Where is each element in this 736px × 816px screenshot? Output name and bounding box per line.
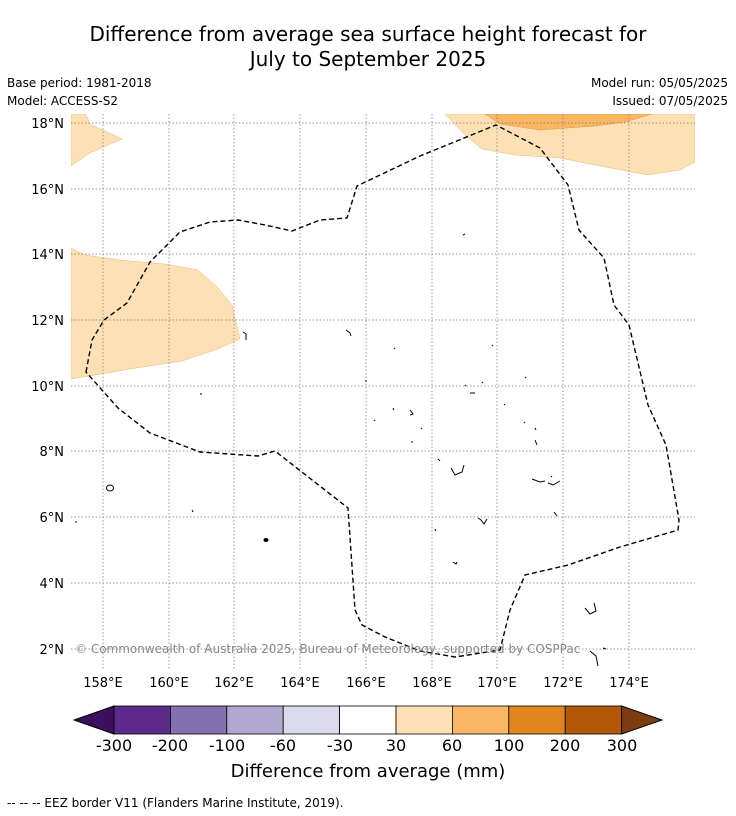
lon-label: 174°E <box>609 676 649 691</box>
map-area <box>71 114 695 670</box>
copyright-notice: © Commonwealth of Australia 2025, Bureau… <box>75 642 580 656</box>
colorbar-boxes <box>72 705 664 735</box>
colorbar-box <box>282 705 341 735</box>
colorbar-box <box>564 705 623 735</box>
anomaly-region-northeast-core <box>484 114 653 131</box>
lon-label: 158°E <box>83 676 123 691</box>
colorbar-box <box>339 705 397 735</box>
map-title: Difference from average sea surface heig… <box>0 22 736 72</box>
anomaly-region-west <box>71 247 241 380</box>
colorbar-tick: 100 <box>494 736 525 755</box>
title-line-2: July to September 2025 <box>249 47 487 71</box>
colorbar-box <box>226 705 284 735</box>
lon-label: 170°E <box>477 676 517 691</box>
anomaly-region-northeast <box>444 114 695 176</box>
base-period: Base period: 1981-2018 <box>7 76 152 90</box>
colorbar-box <box>508 705 566 735</box>
colorbar-title: Difference from average (mm) <box>230 761 506 782</box>
eez-legend-note: -- -- -- EEZ border V11 (Flanders Marine… <box>7 796 344 810</box>
colorbar-tick: -300 <box>96 736 132 755</box>
lon-label: 166°E <box>346 676 386 691</box>
anomaly-region-northwest <box>71 114 123 167</box>
lon-label: 168°E <box>412 676 452 691</box>
colorbar-tick: 200 <box>550 736 581 755</box>
lon-label: 160°E <box>149 676 189 691</box>
lat-label: 6°N <box>40 511 65 526</box>
model-run: Model run: 05/05/2025 <box>590 76 728 90</box>
longitude-labels: 158°E 160°E 162°E 164°E 166°E 168°E 170°… <box>83 676 649 691</box>
lon-label: 172°E <box>543 676 583 691</box>
colorbar-tick: -200 <box>152 736 188 755</box>
colorbar-tick: -30 <box>327 736 353 755</box>
lat-label: 18°N <box>31 117 64 132</box>
colorbar-box <box>395 705 453 735</box>
meta-left: Base period: 1981-2018 Model: ACCESS-S2 <box>7 74 152 110</box>
colorbar-extension-high <box>621 705 664 735</box>
lat-label: 8°N <box>40 445 65 460</box>
lat-label: 14°N <box>31 248 64 263</box>
lon-label: 164°E <box>280 676 320 691</box>
colorbar-box <box>451 705 510 735</box>
colorbar-extension-low <box>72 705 115 735</box>
title-line-1: Difference from average sea surface heig… <box>89 22 647 46</box>
lat-label: 2°N <box>40 643 65 658</box>
graticule <box>71 114 695 670</box>
colorbar-box <box>113 705 171 735</box>
colorbar-tick: -60 <box>270 736 296 755</box>
colorbar-tick: 30 <box>386 736 406 755</box>
meta-right: Model run: 05/05/2025 Issued: 07/05/2025 <box>591 74 728 110</box>
latitude-labels: 18°N 16°N 14°N 12°N 10°N 8°N 6°N 4°N 2°N <box>31 117 64 658</box>
lat-label: 10°N <box>31 380 64 395</box>
lon-label: 162°E <box>214 676 254 691</box>
issued-date: Issued: 07/05/2025 <box>612 94 728 108</box>
colorbar-box <box>169 705 228 735</box>
eez-border <box>85 124 680 658</box>
colorbar-tick: 300 <box>607 736 638 755</box>
lat-label: 16°N <box>31 183 64 198</box>
islands <box>75 233 607 667</box>
lat-label: 4°N <box>40 577 65 592</box>
colorbar-tick: 60 <box>442 736 462 755</box>
model-name: Model: ACCESS-S2 <box>7 94 119 108</box>
colorbar-tick: -100 <box>209 736 245 755</box>
lat-label: 12°N <box>31 314 64 329</box>
colorbar-ticks: -300 -200 -100 -60 -30 30 60 100 200 300 <box>96 736 637 755</box>
